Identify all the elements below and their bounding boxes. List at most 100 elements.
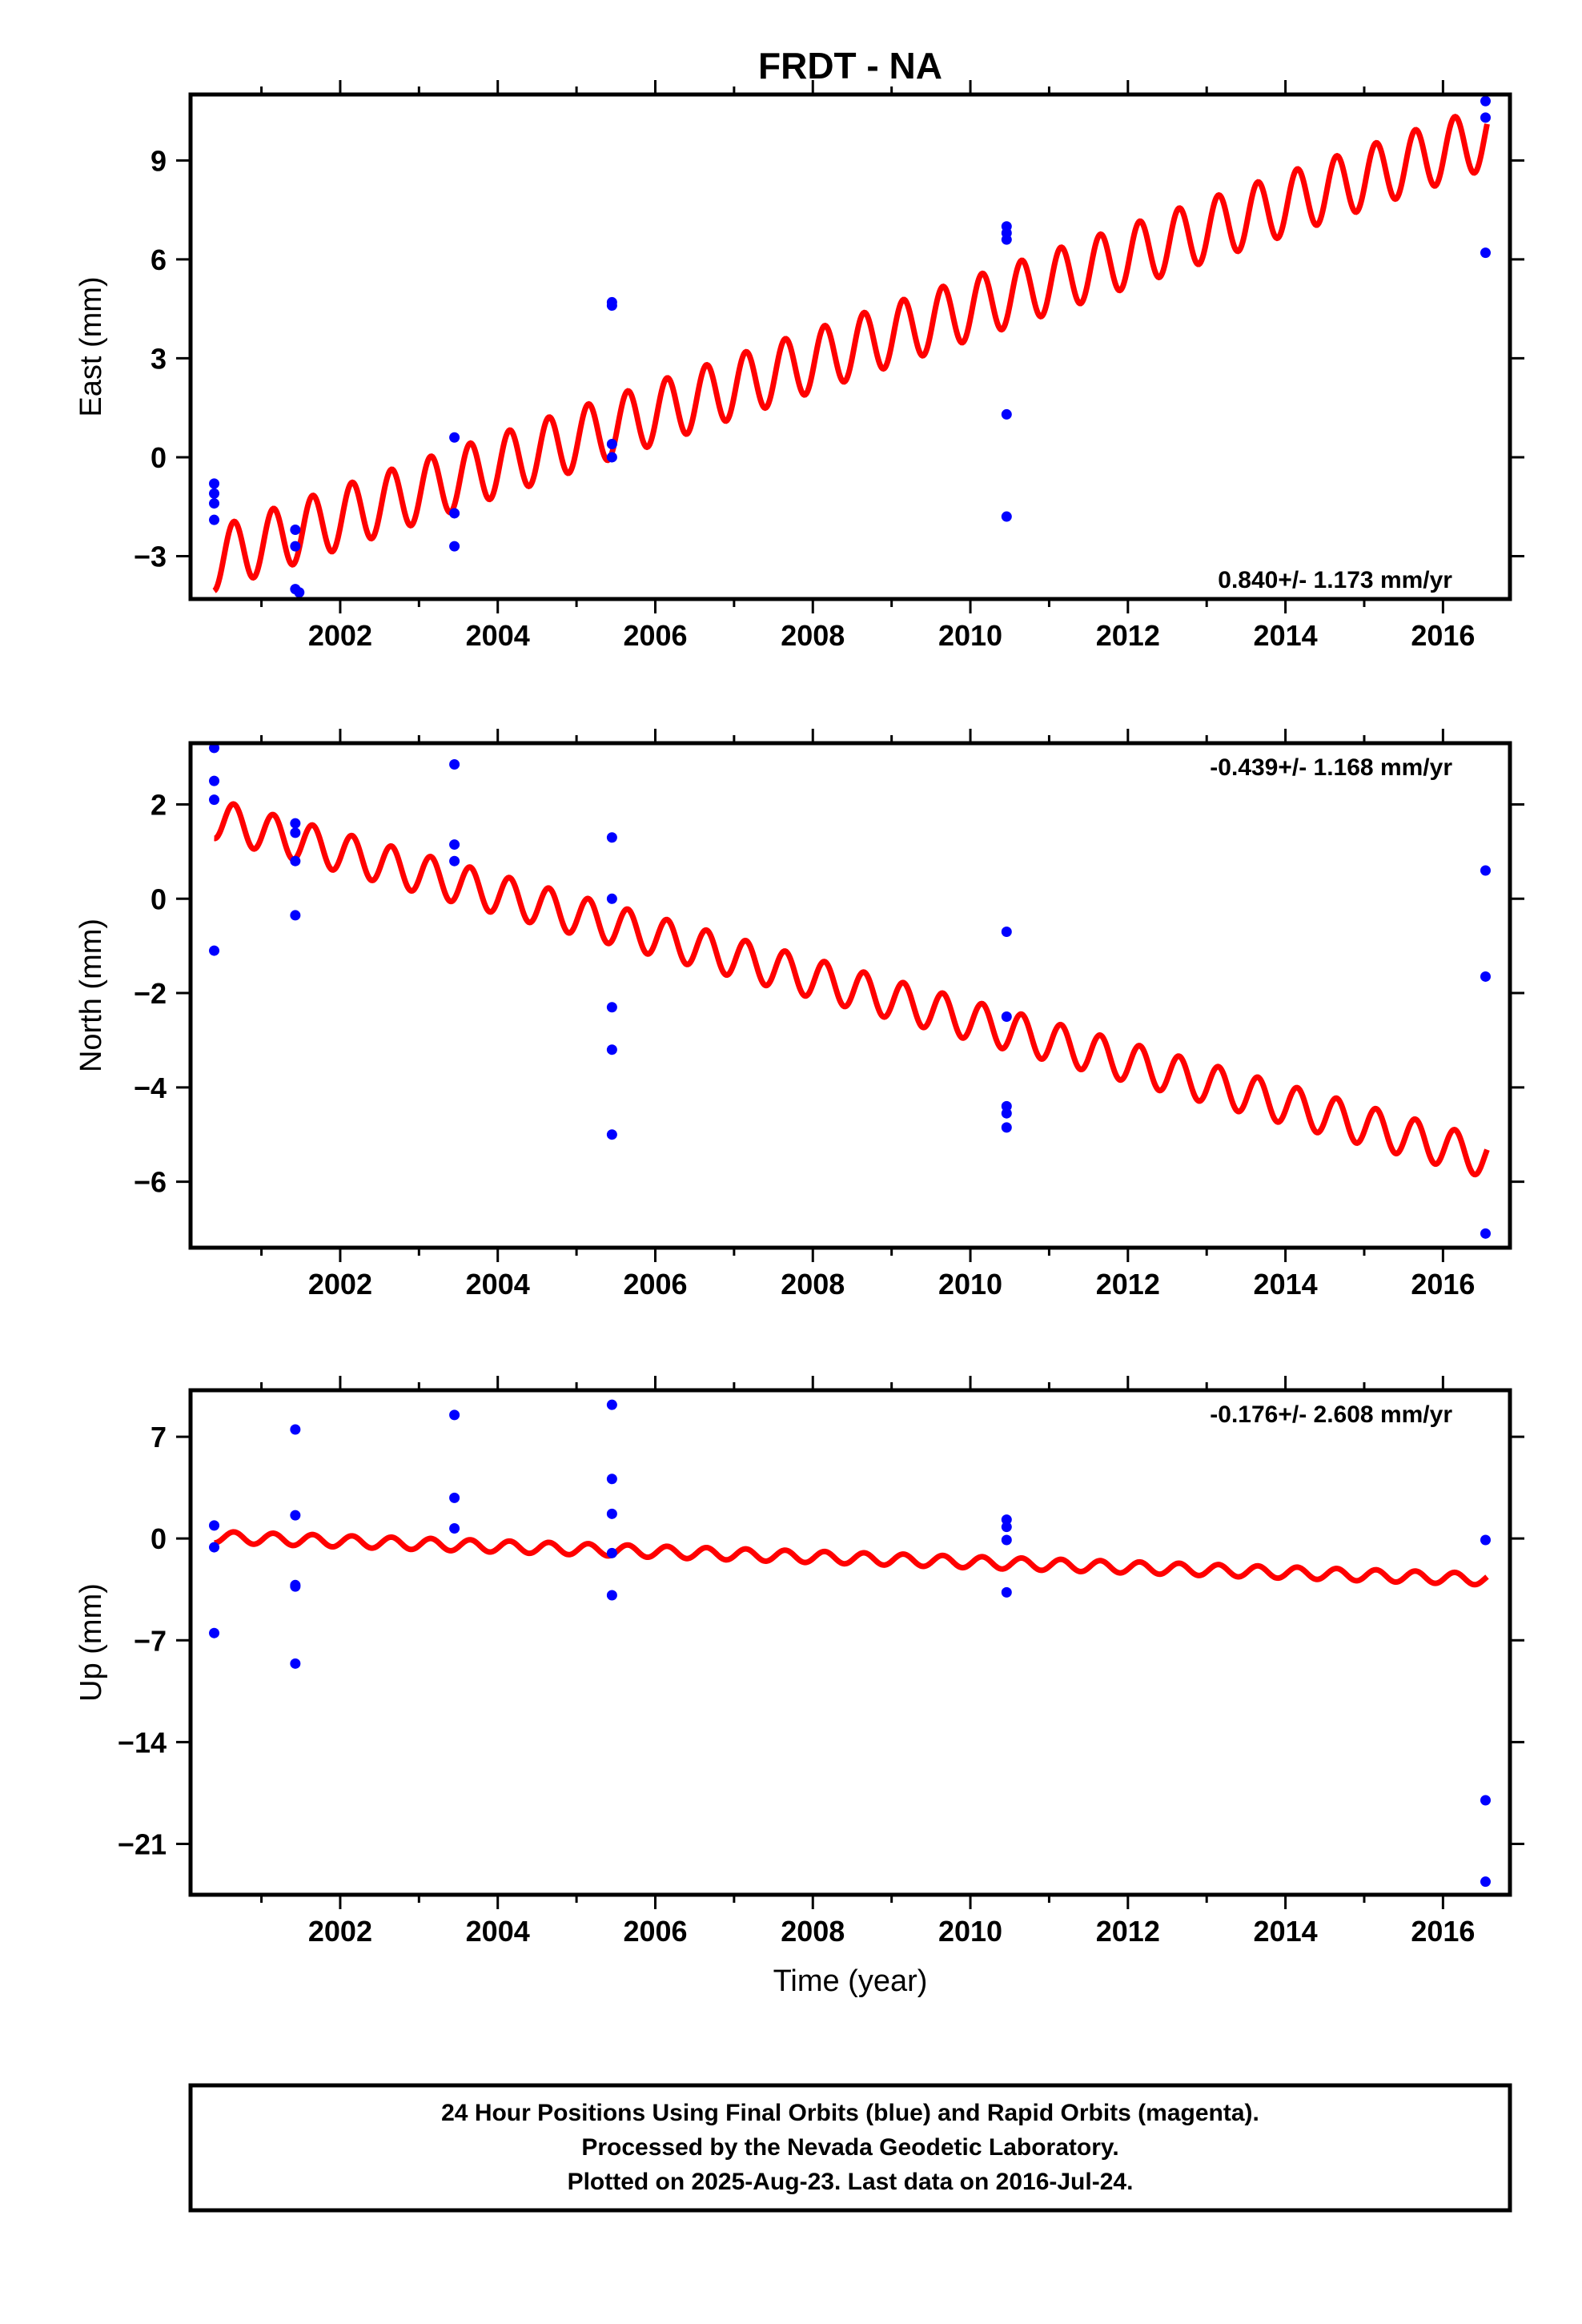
north-x-tick-label: 2008: [781, 1268, 845, 1301]
north-frame: [188, 741, 1512, 1250]
north-data-point: [1001, 1108, 1012, 1119]
up-y-tick-label: −7: [134, 1624, 167, 1657]
east-data-point: [449, 432, 460, 443]
up-panel: 2002 2004 2006 2008 2010 2012 2014 2016 −21 −14 −7…: [74, 1376, 1524, 1948]
north-panel: 2002 2004 2006 2008 2010 2012 2014 2016 −6 −4 −2 0 2…: [74, 729, 1524, 1301]
east-data-point: [1001, 511, 1012, 522]
east-x-tick-label: 2012: [1096, 619, 1160, 652]
x-axis-label: Time (year): [773, 1964, 928, 1998]
caption-line-2: Processed by the Nevada Geodetic Laborat…: [581, 2134, 1118, 2161]
north-x-tick-label: 2002: [308, 1268, 372, 1301]
east-data-point: [1480, 112, 1491, 123]
north-data-point: [449, 759, 460, 770]
caption-frame: [188, 2083, 1512, 2213]
north-data-point: [209, 945, 220, 956]
north-x-tick-label: 2014: [1254, 1268, 1318, 1301]
east-data-point: [606, 452, 617, 463]
east-data-point: [1001, 234, 1012, 245]
up-data-point: [1001, 1522, 1012, 1533]
east-data-point: [290, 525, 301, 536]
up-data-point: [290, 1424, 301, 1435]
up-data-point: [1001, 1534, 1012, 1546]
north-data-point: [1480, 865, 1491, 876]
north-x-tick-label: 2010: [938, 1268, 1002, 1301]
up-x-tick-label: 2010: [938, 1915, 1002, 1948]
north-data-point: [449, 839, 460, 850]
up-y-tick-label: −14: [118, 1726, 167, 1759]
east-y-tick-label: 6: [151, 243, 167, 276]
east-data-point: [449, 508, 460, 519]
up-x-tick-label: 2012: [1096, 1915, 1160, 1948]
north-y-axis-label: North (mm): [74, 919, 108, 1072]
east-data-point: [606, 438, 617, 449]
north-data-point: [1001, 1011, 1012, 1022]
east-data-point: [209, 498, 220, 509]
up-data-point: [449, 1492, 460, 1503]
up-data-point: [290, 1581, 301, 1592]
north-data-point: [290, 855, 301, 866]
north-y-tick-label: 2: [151, 789, 167, 822]
north-x-tick-label: 2006: [623, 1268, 687, 1301]
north-data-point: [209, 743, 220, 754]
north-data-point: [449, 855, 460, 866]
up-data-point: [1001, 1586, 1012, 1598]
east-y-tick-label: 9: [151, 144, 167, 177]
north-data-point: [209, 775, 220, 786]
east-model-line: [212, 113, 1490, 593]
east-y-tick-label: −3: [134, 540, 167, 573]
up-data-point: [606, 1590, 617, 1601]
up-data-point: [290, 1658, 301, 1669]
east-data-point: [294, 587, 305, 598]
east-data-point: [449, 541, 460, 552]
up-model-line: [214, 1529, 1489, 1588]
up-x-tick-label: 2008: [781, 1915, 845, 1948]
up-x-tick-label: 2004: [466, 1915, 530, 1948]
east-x-tick-label: 2010: [938, 619, 1002, 652]
up-data-point: [1480, 1795, 1491, 1806]
north-x-tick-label: 2012: [1096, 1268, 1160, 1301]
east-data-point: [209, 478, 220, 489]
up-y-tick-label: 7: [151, 1421, 167, 1454]
north-data-point: [1001, 1122, 1012, 1133]
up-frame: [188, 1388, 1512, 1897]
north-data-point: [606, 832, 617, 843]
up-data-point: [606, 1474, 617, 1485]
north-y-tick-label: −2: [134, 977, 167, 1010]
up-data-point: [209, 1627, 220, 1638]
north-data-point: [606, 893, 617, 904]
north-data-point: [1480, 971, 1491, 982]
up-data-point: [449, 1409, 460, 1421]
north-data-point: [290, 818, 301, 829]
east-x-tick-label: 2016: [1411, 619, 1475, 652]
east-x-tick-label: 2014: [1254, 619, 1318, 652]
up-data-point: [606, 1547, 617, 1558]
east-data-point: [290, 541, 301, 552]
east-y-axis-label: East (mm): [74, 276, 108, 416]
east-data-point: [1480, 247, 1491, 259]
up-data-point: [449, 1522, 460, 1534]
north-data-point: [606, 1002, 617, 1013]
north-data-point: [1001, 927, 1012, 938]
north-y-tick-label: −4: [134, 1072, 167, 1104]
east-data-point: [209, 488, 220, 499]
up-data-point: [209, 1542, 220, 1553]
north-data-point: [290, 827, 301, 838]
up-data-point: [1001, 1514, 1012, 1526]
east-frame: [188, 92, 1512, 601]
north-data-point: [209, 794, 220, 806]
up-y-tick-label: −21: [118, 1827, 167, 1860]
up-data-point: [606, 1399, 617, 1410]
figure-title: FRDT - NA: [758, 45, 942, 86]
east-rate-label: 0.840+/- 1.173 mm/yr: [1218, 567, 1452, 593]
east-y-tick-label: 0: [151, 441, 167, 474]
east-x-tick-label: 2006: [623, 619, 687, 652]
caption-box: 24 Hour Positions Using Final Orbits (bl…: [188, 2083, 1512, 2213]
north-data-point: [606, 1044, 617, 1055]
east-y-tick-label: 3: [151, 342, 167, 375]
north-data-point: [290, 910, 301, 921]
caption-line-1: 24 Hour Positions Using Final Orbits (bl…: [441, 2100, 1259, 2126]
east-data-point: [606, 300, 617, 312]
north-x-tick-label: 2016: [1411, 1268, 1475, 1301]
east-data-point: [209, 514, 220, 525]
